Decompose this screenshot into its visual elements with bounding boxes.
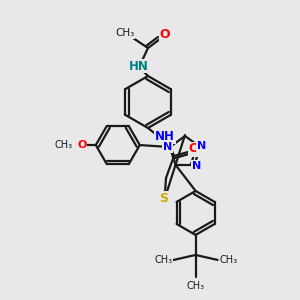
Text: HN: HN	[129, 59, 149, 73]
Text: O: O	[160, 28, 170, 41]
Text: O: O	[77, 140, 86, 150]
Text: NH: NH	[155, 130, 175, 143]
Text: CH₃: CH₃	[187, 281, 205, 291]
Text: N: N	[196, 141, 206, 151]
Text: N: N	[192, 161, 201, 171]
Text: CH₃: CH₃	[220, 255, 238, 265]
Text: CH₃: CH₃	[55, 140, 73, 150]
Text: O: O	[189, 142, 199, 155]
Text: N: N	[163, 142, 172, 152]
Text: CH₃: CH₃	[154, 255, 173, 265]
Text: CH₃: CH₃	[116, 28, 135, 38]
Text: S: S	[160, 191, 169, 205]
